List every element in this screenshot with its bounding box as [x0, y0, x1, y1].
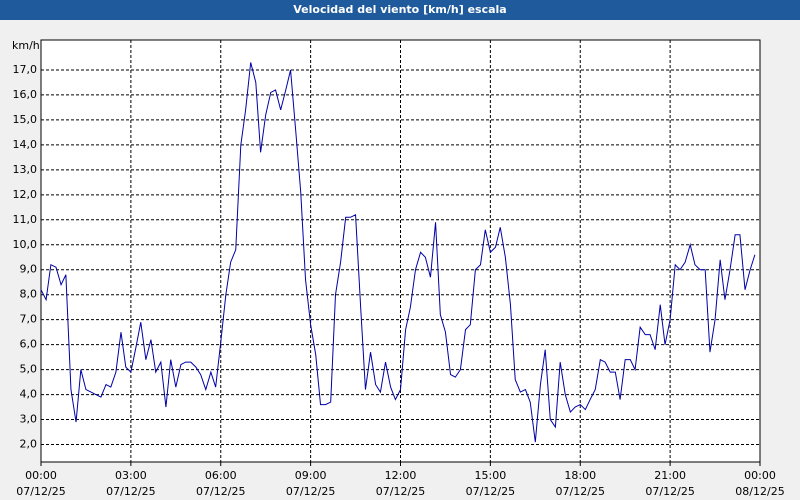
x-tick-label: 15:00 07/12/25 [465, 469, 516, 498]
x-tick-label: 18:00 07/12/25 [555, 469, 605, 498]
x-tick-label: 12:00 07/12/25 [375, 469, 426, 498]
y-axis-label: km/h [12, 39, 40, 52]
y-tick-label: 8,0 [20, 288, 38, 301]
y-tick-label: 9,0 [20, 263, 38, 276]
y-tick-label: 6,0 [20, 338, 38, 351]
chart-title: Velocidad del viento [km/h] escala [0, 0, 800, 20]
y-tick-label: 14,0 [13, 138, 38, 151]
x-tick-label: 00:00 07/12/25 [16, 469, 66, 498]
y-tick-label: 16,0 [13, 88, 38, 101]
x-tick-label: 09:00 07/12/25 [285, 469, 336, 498]
y-tick-label: 3,0 [20, 413, 38, 426]
x-tick-label: 03:00 07/12/25 [106, 469, 156, 498]
x-tick-label: 21:00 07/12/25 [645, 469, 695, 498]
data-line [40, 62, 756, 443]
y-tick-label: 13,0 [13, 163, 38, 176]
x-tick-label: 00:00 08/12/25 [735, 469, 785, 498]
y-tick-label: 5,0 [20, 363, 38, 376]
y-tick-label: 10,0 [13, 238, 38, 251]
y-tick-label: 2,0 [20, 438, 38, 451]
x-tick-label: 06:00 07/12/25 [196, 469, 246, 498]
plot-border [40, 39, 761, 463]
y-tick-label: 11,0 [13, 213, 38, 226]
y-tick-label: 7,0 [20, 313, 38, 326]
y-tick-label: 12,0 [13, 188, 38, 201]
y-tick-label: 4,0 [20, 388, 38, 401]
y-tick-label: 17,0 [13, 63, 38, 76]
y-tick-label: 15,0 [13, 113, 38, 126]
